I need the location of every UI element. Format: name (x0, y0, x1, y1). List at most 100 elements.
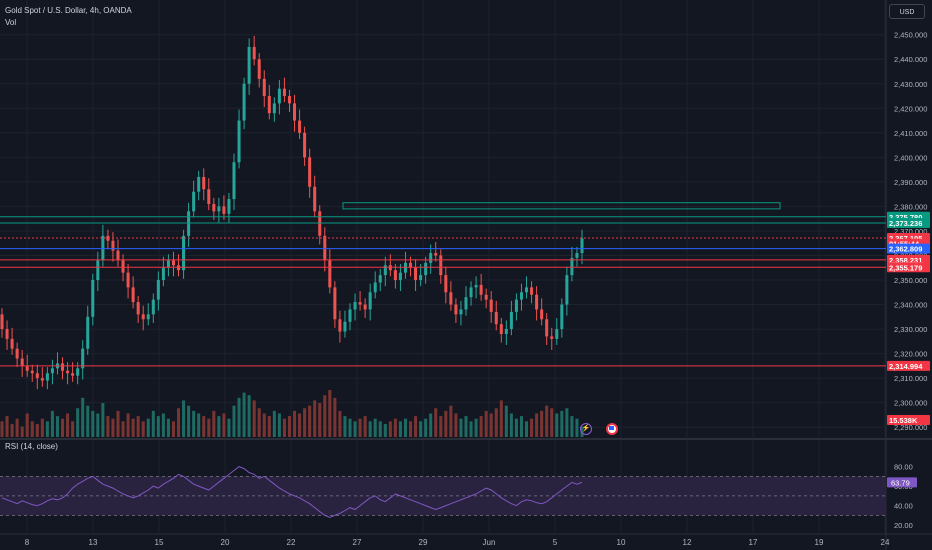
candle-body (504, 329, 508, 334)
lightning-icon[interactable]: ⚡ (580, 423, 592, 435)
x-tick-label: 22 (287, 538, 296, 547)
rsi-legend: RSI (14, close) (5, 442, 58, 451)
candle-body (535, 294, 539, 310)
volume-bar (434, 408, 438, 437)
volume-bar (187, 405, 191, 437)
volume-bar (66, 413, 70, 437)
volume-bar (338, 410, 342, 437)
candle-body (247, 46, 251, 84)
candle-body (540, 309, 544, 320)
candle-body (373, 282, 377, 293)
price-tag-text: 2,367.105 (889, 234, 922, 243)
volume-bar (30, 421, 34, 437)
volume-bar (494, 408, 498, 437)
candle-body (514, 299, 518, 312)
candle-body (550, 336, 554, 339)
us-flag-icon[interactable] (606, 423, 618, 435)
candle-body (565, 275, 569, 305)
volume-bar (444, 410, 448, 437)
candle-body (333, 287, 337, 320)
y-tick-label: 2,420.000 (894, 104, 927, 113)
volume-bar (565, 408, 569, 437)
candle-body (282, 88, 286, 97)
volume-bar (141, 421, 145, 437)
volume-bar (222, 413, 226, 437)
candle-body (5, 329, 9, 339)
volume-bar (182, 400, 186, 437)
volume-bar (45, 421, 49, 437)
x-tick-label: 29 (419, 538, 428, 547)
candle-body (313, 186, 317, 212)
candle-body (237, 120, 241, 163)
volume-bar (106, 416, 110, 437)
rsi-value-tag (887, 477, 917, 488)
volume-bar (449, 405, 453, 437)
candle-body (525, 287, 529, 293)
x-tick-label: 19 (815, 538, 824, 547)
candle-body (202, 176, 206, 190)
volume-bar (293, 410, 297, 437)
volume-bar (161, 413, 165, 437)
candle-body (575, 253, 579, 258)
candle-body (30, 370, 34, 374)
candle-body (353, 302, 357, 310)
candle-body (378, 275, 382, 283)
rsi-panel (0, 466, 886, 518)
volume-bar (262, 413, 266, 437)
candle-body (414, 267, 418, 281)
candle-body (419, 275, 423, 281)
volume-bar (373, 418, 377, 437)
volume-bar (50, 410, 54, 437)
rsi-tick-label: 40.00 (894, 502, 913, 511)
volume-bar (570, 416, 574, 437)
volume-bar (328, 389, 332, 437)
x-tick-label: 15 (155, 538, 164, 547)
volume-bar (252, 400, 256, 437)
candle-body (86, 316, 90, 349)
price-tag (887, 360, 930, 371)
price-tag (887, 243, 930, 254)
volume-bar (499, 400, 503, 437)
volume-bar (358, 418, 362, 437)
candle-body (363, 304, 367, 310)
candle-body (272, 103, 276, 114)
volume-bar (509, 413, 513, 437)
candle-body (343, 321, 347, 332)
candle-body (156, 280, 160, 300)
candle-body (227, 199, 231, 214)
candle-body (449, 292, 453, 305)
candle-body (409, 262, 413, 268)
volume-bar (151, 410, 155, 437)
candle-body (303, 132, 307, 158)
volume-bar (575, 418, 579, 437)
price-tag (887, 262, 930, 273)
candle-body (111, 240, 115, 251)
candle-body (61, 363, 65, 371)
candle-body (212, 203, 216, 212)
volume-bar (368, 421, 372, 437)
candle-body (545, 319, 549, 337)
currency-button[interactable]: USD (889, 4, 925, 19)
candle-body (560, 304, 564, 330)
candle-body (398, 272, 402, 281)
y-tick-label: 2,440.000 (894, 55, 927, 64)
candle-body (0, 314, 4, 330)
volume-bar (409, 421, 413, 437)
candle-body (25, 365, 29, 371)
candle-body (81, 348, 85, 369)
candlesticks (0, 35, 584, 390)
candle-body (530, 287, 534, 295)
volume-bar (439, 416, 443, 437)
candle-body (192, 191, 196, 212)
volume-bar (25, 413, 29, 437)
candle-body (91, 280, 95, 317)
volume-bar (227, 418, 231, 437)
volume-bar (383, 423, 387, 437)
volume-bar (313, 400, 317, 437)
volume-bar (192, 410, 196, 437)
y-tick-label: 2,340.000 (894, 301, 927, 310)
volume-bar (550, 408, 554, 437)
candle-body (141, 314, 145, 320)
